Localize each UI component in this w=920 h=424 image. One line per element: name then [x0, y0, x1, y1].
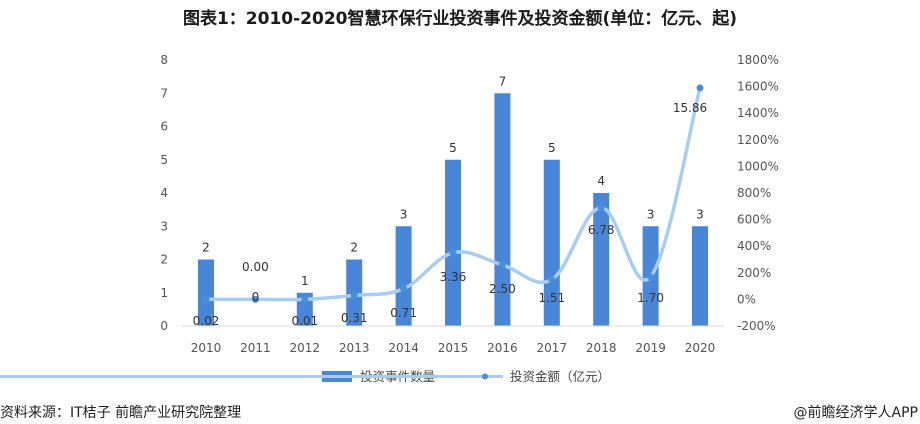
line-value-label: 0.00: [242, 260, 269, 274]
bar-value-label: 2: [350, 241, 358, 255]
left-tick-label: 0: [160, 319, 168, 333]
bar-value-label: 5: [449, 141, 457, 155]
line-point: [449, 249, 457, 257]
x-tick-label: 2013: [339, 341, 370, 355]
x-tick-label: 2019: [635, 341, 666, 355]
legend-line-marker: [482, 373, 488, 380]
line-point: [400, 285, 408, 293]
right-tick-label: -200%: [737, 319, 776, 333]
bar-value-label: 3: [400, 207, 408, 221]
right-tick-label: 1000%: [737, 159, 779, 173]
line-point: [696, 84, 704, 92]
bar-value-label: 5: [548, 141, 556, 155]
line-value-label: 15.86: [673, 101, 707, 115]
right-tick-label: 800%: [737, 186, 771, 200]
bar-value-label: 3: [647, 207, 655, 221]
x-tick-label: 2015: [438, 341, 469, 355]
bar: [543, 159, 560, 326]
line-value-label: 3.36: [440, 270, 467, 284]
line-point: [301, 295, 309, 303]
line-value-label: 0.02: [193, 314, 220, 328]
right-tick-label: 1400%: [737, 106, 779, 120]
bar: [198, 259, 214, 326]
right-tick-label: 1600%: [737, 80, 779, 94]
left-tick-label: 4: [160, 186, 168, 200]
right-tick-label: 1200%: [737, 133, 779, 147]
left-tick-label: 3: [160, 219, 168, 233]
bar-value-label: 1: [301, 274, 309, 288]
bar-value-label: 7: [499, 74, 507, 88]
legend-line-label: 投资金额（亿元）: [510, 369, 610, 384]
left-tick-label: 6: [160, 120, 168, 134]
source-note: 资料来源：IT桔子 前瞻产业研究院整理: [0, 405, 242, 421]
right-tick-label: 600%: [737, 213, 771, 227]
data-labels: 2 0 1 2 3 5 7 5 4 3 3 0.02 0.00 0.01 0.31 0.71 3.36 2.50 1…: [193, 74, 708, 328]
credit-note: @前瞻经济学人APP: [793, 405, 918, 421]
x-tick-label: 2017: [537, 341, 568, 355]
chart-title: 图表1：2010-2020智慧环保行业投资事件及投资金额(单位：亿元、起): [182, 9, 738, 29]
x-axis: 2010 2011 2012 2013 2014 2015 2016 2017 2018 2019…: [182, 325, 724, 355]
line-point: [647, 273, 655, 281]
bar-value-label: 2: [202, 241, 210, 255]
right-axis: -200% 0% 200% 400% 600% 800% 1000% 1200% 1400% 16…: [737, 53, 779, 333]
left-tick-label: 8: [160, 53, 168, 67]
legend: 投资事件数量 投资金额（亿元）: [0, 369, 610, 384]
line-value-label: 1.70: [637, 291, 664, 305]
left-axis: 0 1 2 3 4 5 6 7 8: [160, 53, 168, 333]
bar: [692, 226, 708, 326]
line-point: [498, 261, 506, 269]
line-point: [251, 295, 259, 303]
x-tick-label: 2014: [388, 341, 419, 355]
bar: [593, 193, 610, 326]
x-tick-label: 2016: [487, 341, 518, 355]
line-value-label: 2.50: [489, 282, 516, 296]
line-point: [548, 275, 556, 283]
line-value-label: 1.51: [538, 291, 565, 305]
line-value-label: 0.01: [291, 314, 318, 328]
bar-value-label: 0: [252, 290, 260, 304]
bar-value-label: 4: [597, 174, 605, 188]
line-point: [597, 204, 605, 212]
right-tick-label: 200%: [737, 266, 771, 280]
line-point: [202, 295, 210, 303]
x-tick-label: 2018: [586, 341, 617, 355]
bar-series: [198, 93, 708, 326]
line-value-label: 0.31: [341, 311, 368, 325]
x-tick-label: 2010: [191, 341, 222, 355]
line-point: [350, 291, 358, 299]
line-value-label: 6.78: [588, 223, 615, 237]
left-tick-label: 7: [160, 86, 168, 100]
left-tick-label: 2: [160, 253, 168, 267]
left-tick-label: 5: [160, 153, 168, 167]
line-value-label: 0.71: [390, 306, 417, 320]
bar: [445, 159, 461, 326]
x-tick-label: 2020: [685, 341, 716, 355]
x-tick-label: 2011: [240, 341, 271, 355]
bar-value-label: 3: [696, 207, 704, 221]
right-tick-label: 1800%: [737, 53, 779, 67]
bar: [395, 226, 412, 326]
right-tick-label: 400%: [737, 239, 771, 253]
line-series: [202, 84, 704, 303]
x-tick-label: 2012: [290, 341, 321, 355]
right-tick-label: 0%: [737, 292, 756, 306]
left-tick-label: 1: [160, 286, 168, 300]
